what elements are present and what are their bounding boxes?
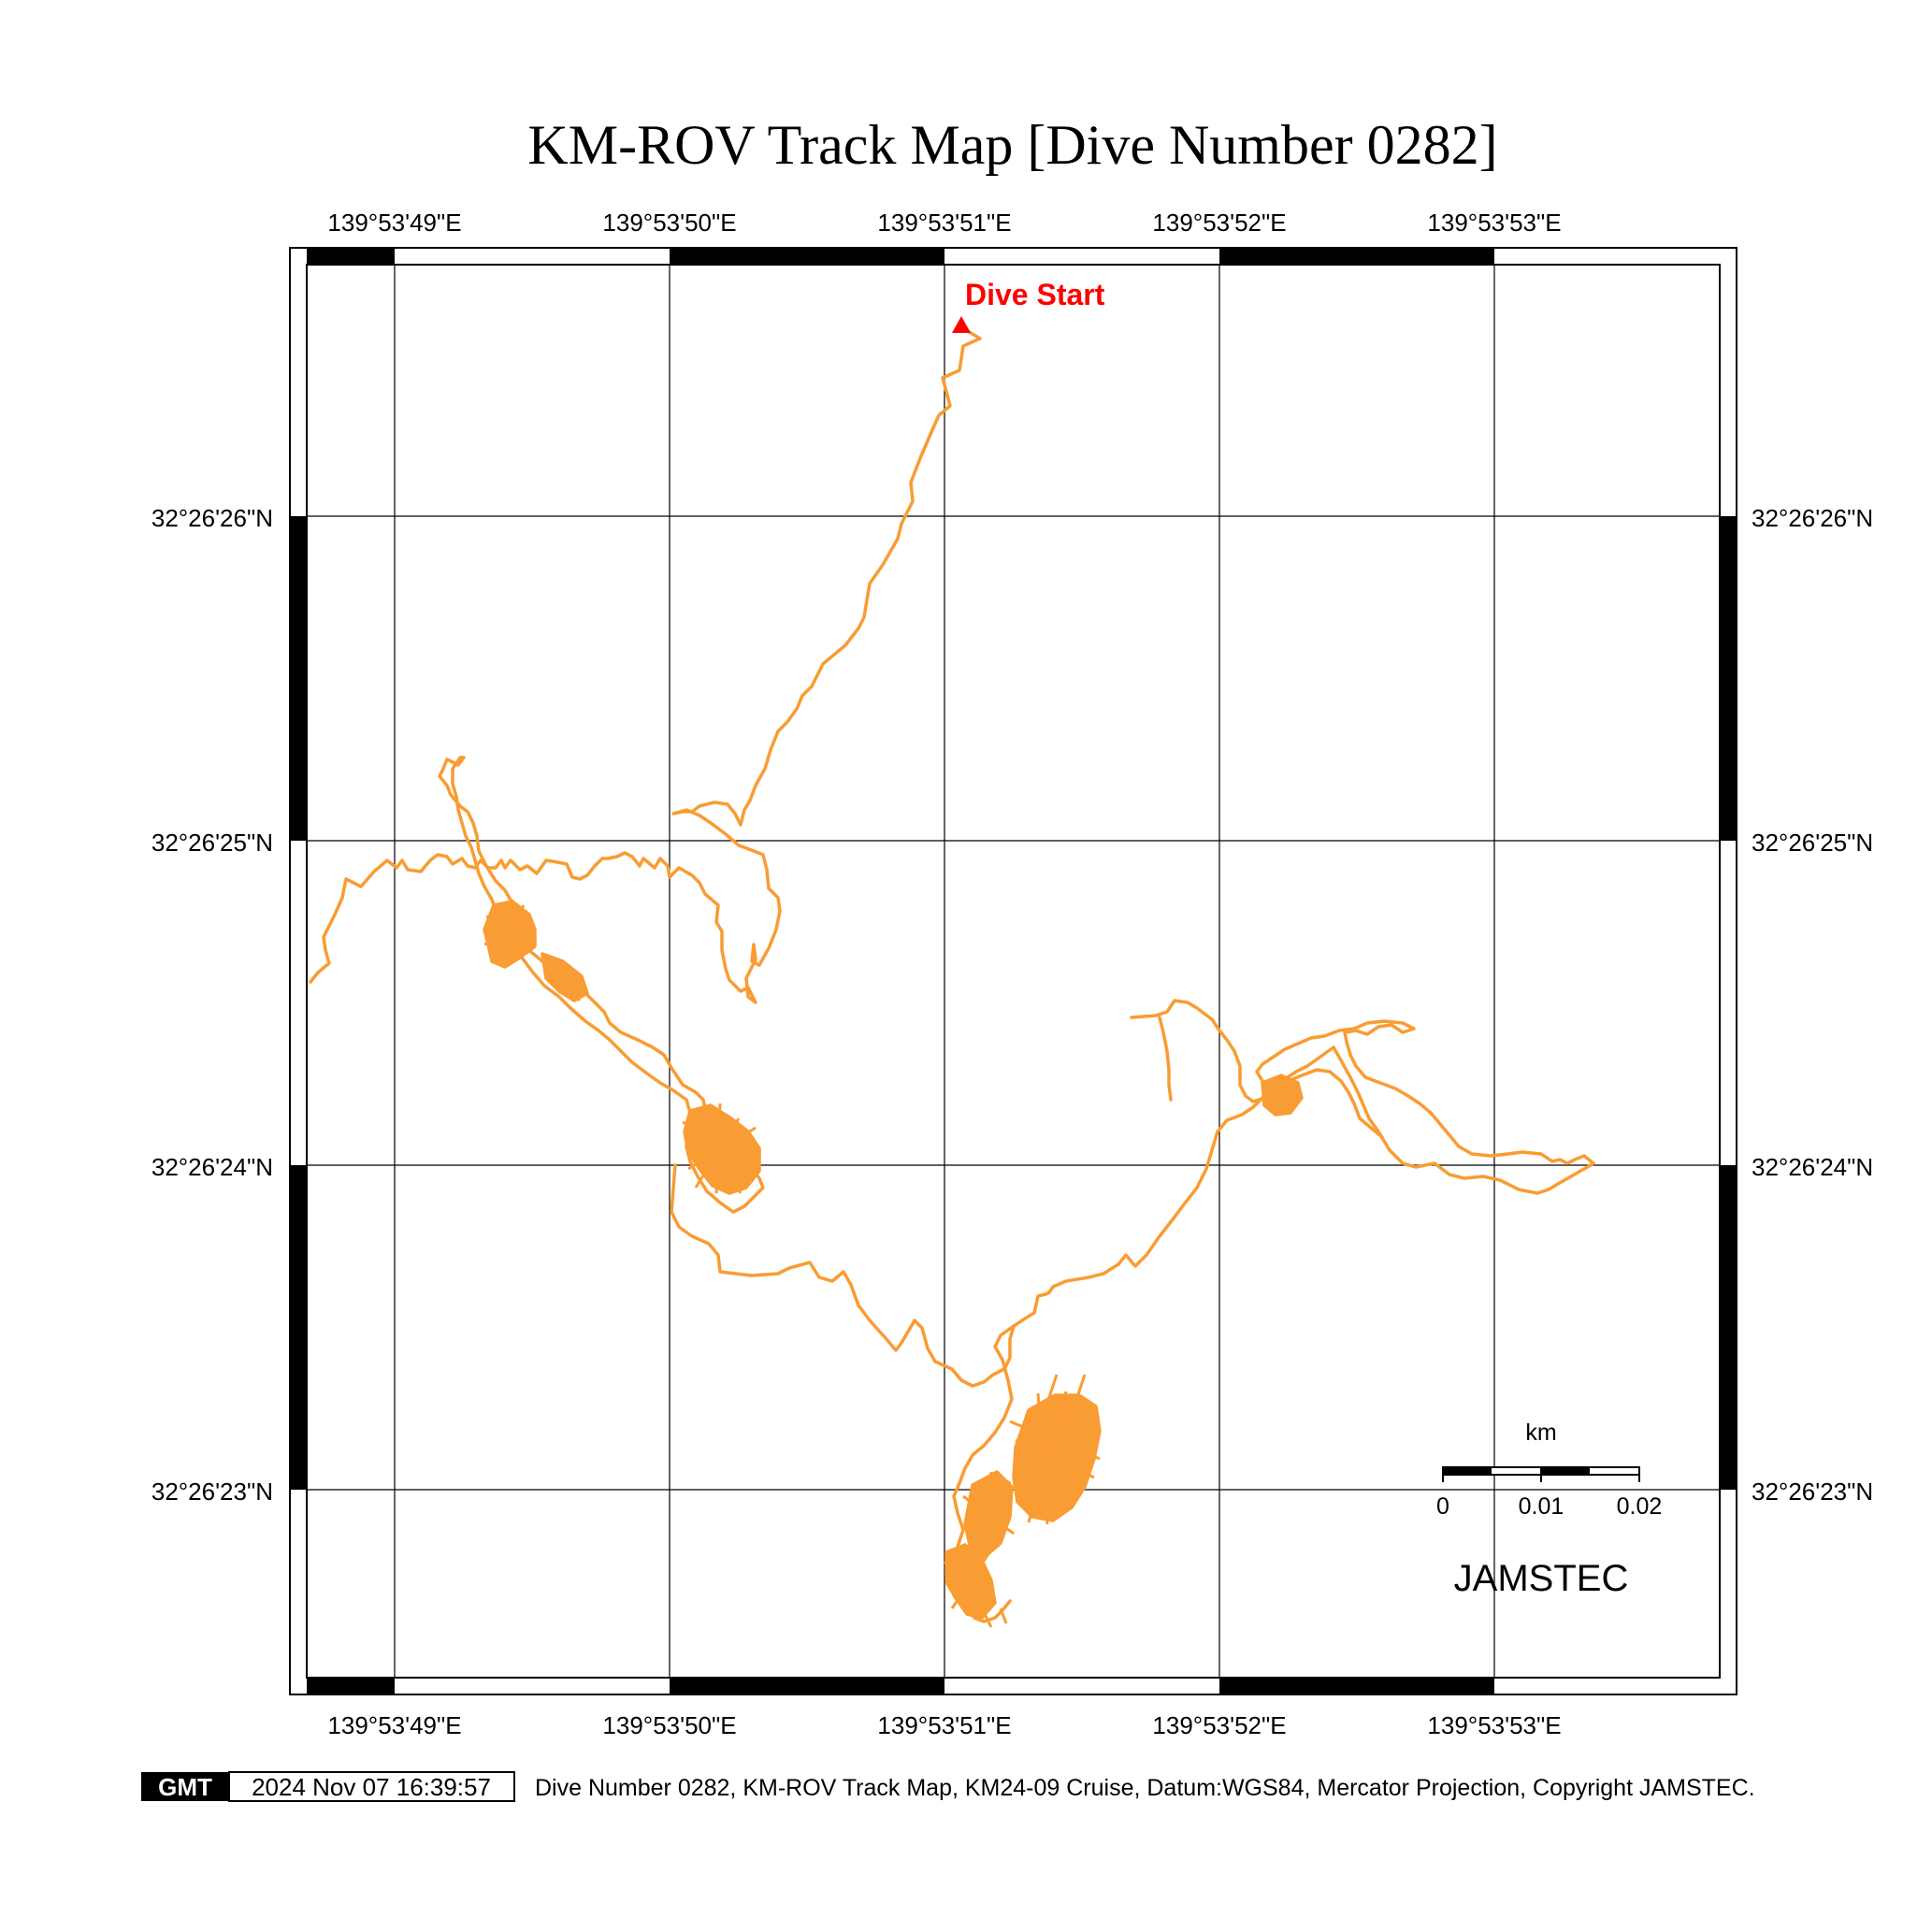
lon-label-top: 139°53'52"E <box>1152 209 1286 237</box>
lon-label-top: 139°53'50"E <box>602 209 736 237</box>
footer-timestamp: 2024 Nov 07 16:39:57 <box>252 1773 491 1801</box>
right-lat-labels: 32°26'26"N 32°26'25"N 32°26'24"N 32°26'2… <box>1752 504 1873 1506</box>
left-lat-labels: 32°26'26"N 32°26'25"N 32°26'24"N 32°26'2… <box>151 504 273 1506</box>
track-southeast <box>1255 1019 1595 1195</box>
lat-label-right: 32°26'26"N <box>1752 504 1873 532</box>
track-cluster-hatch <box>483 899 1101 1628</box>
lat-label-right: 32°26'25"N <box>1752 829 1873 857</box>
lat-label-left: 32°26'24"N <box>151 1153 273 1181</box>
top-lon-labels: 139°53'49"E 139°53'50"E 139°53'51"E 139°… <box>327 209 1561 237</box>
lon-label-top: 139°53'53"E <box>1427 209 1561 237</box>
lat-label-left: 32°26'23"N <box>151 1478 273 1506</box>
lat-label-left: 32°26'26"N <box>151 504 273 532</box>
map-title: KM-ROV Track Map [Dive Number 0282] <box>527 114 1497 176</box>
track-main <box>309 325 982 1004</box>
track-clusters <box>483 900 1304 1620</box>
frame-bars <box>290 248 1737 1694</box>
map-frame <box>289 247 1737 1695</box>
lon-label-top: 139°53'51"E <box>877 209 1011 237</box>
triangle-marker-icon <box>952 316 971 333</box>
lon-label-bottom: 139°53'52"E <box>1152 1711 1286 1739</box>
lat-label-right: 32°26'24"N <box>1752 1153 1873 1181</box>
agency-label: JAMSTEC <box>1454 1558 1629 1599</box>
lon-label-bottom: 139°53'53"E <box>1427 1711 1561 1739</box>
gmt-logo-text: GMT <box>158 1773 212 1801</box>
scale-tick: 0.01 <box>1519 1493 1564 1520</box>
track-east-spur <box>1130 999 1384 1139</box>
lat-label-right: 32°26'23"N <box>1752 1478 1873 1506</box>
dive-start-label: Dive Start <box>965 278 1105 311</box>
cluster-east <box>1261 1074 1304 1117</box>
lat-label-left: 32°26'25"N <box>151 829 273 857</box>
footer-caption: Dive Number 0282, KM-ROV Track Map, KM24… <box>535 1775 1755 1801</box>
lon-label-bottom: 139°53'51"E <box>877 1711 1011 1739</box>
track-central <box>670 1045 1335 1388</box>
scale-unit: km <box>1525 1420 1556 1446</box>
dive-start: Dive Start <box>952 278 1105 333</box>
gmt-logo-icon <box>141 1772 229 1801</box>
lon-label-bottom: 139°53'49"E <box>327 1711 461 1739</box>
scale-tick: 0 <box>1436 1493 1449 1520</box>
lon-label-bottom: 139°53'50"E <box>602 1711 736 1739</box>
rov-track <box>309 325 1595 1623</box>
scale-tick: 0.02 <box>1617 1493 1663 1520</box>
graticule <box>307 265 1720 1678</box>
scale-bar: km 0 0.01 0.02 <box>1436 1420 1662 1520</box>
bottom-lon-labels: 139°53'49"E 139°53'50"E 139°53'51"E 139°… <box>327 1711 1561 1739</box>
lon-label-top: 139°53'49"E <box>327 209 461 237</box>
footer: GMT 2024 Nov 07 16:39:57 Dive Number 028… <box>141 1771 1755 1802</box>
track-east-spur-2 <box>1158 1016 1173 1102</box>
